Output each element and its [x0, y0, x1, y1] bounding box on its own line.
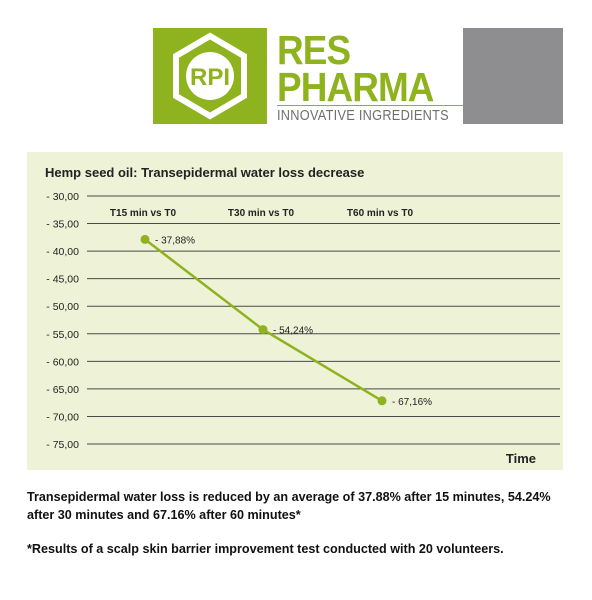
brand-name-line1: RES — [277, 27, 351, 73]
chart-caption: Transepidermal water loss is reduced by … — [27, 490, 551, 522]
logo-mark-text: RPI — [190, 64, 230, 91]
y-tick-label: - 45,00 — [46, 274, 79, 286]
logo-gray-block — [463, 28, 563, 124]
brand-tagline: INNOVATIVE INGREDIENTS — [277, 108, 449, 124]
brand-name-line2: PHARMA — [277, 64, 434, 110]
data-label: - 37,88% — [155, 235, 195, 246]
y-tick-label: - 65,00 — [46, 384, 79, 396]
data-label: - 54,24% — [273, 326, 313, 337]
x-category-label: T60 min vs T0 — [347, 208, 414, 219]
x-category-label: T15 min vs T0 — [110, 208, 177, 219]
data-point — [140, 234, 150, 244]
hexagon-logo-icon: RPI — [173, 32, 247, 120]
y-tick-label: - 75,00 — [46, 439, 79, 451]
y-tick-label: - 60,00 — [46, 356, 79, 368]
series-line — [144, 238, 383, 402]
x-axis-label: Time — [506, 451, 536, 466]
x-category-label: T30 min vs T0 — [228, 208, 295, 219]
logo-mark-panel: RPI — [153, 28, 267, 124]
y-tick-label: - 30,00 — [46, 191, 79, 203]
y-tick-label: - 55,00 — [46, 329, 79, 341]
chart-title: Hemp seed oil: Transepidermal water loss… — [45, 165, 365, 180]
brand-logo: RPI RES PHARMA INNOVATIVE INGREDIENTS — [153, 28, 563, 124]
chart-panel — [27, 152, 563, 470]
y-tick-label: - 35,00 — [46, 219, 79, 231]
y-tick-label: - 40,00 — [46, 246, 79, 258]
data-point — [377, 396, 387, 406]
tagline-divider — [277, 105, 463, 106]
y-tick-label: - 50,00 — [46, 301, 79, 313]
data-label: - 67,16% — [392, 397, 432, 408]
study-footnote: *Results of a scalp skin barrier improve… — [27, 542, 504, 556]
data-point — [258, 325, 268, 335]
y-tick-label: - 70,00 — [46, 411, 79, 423]
